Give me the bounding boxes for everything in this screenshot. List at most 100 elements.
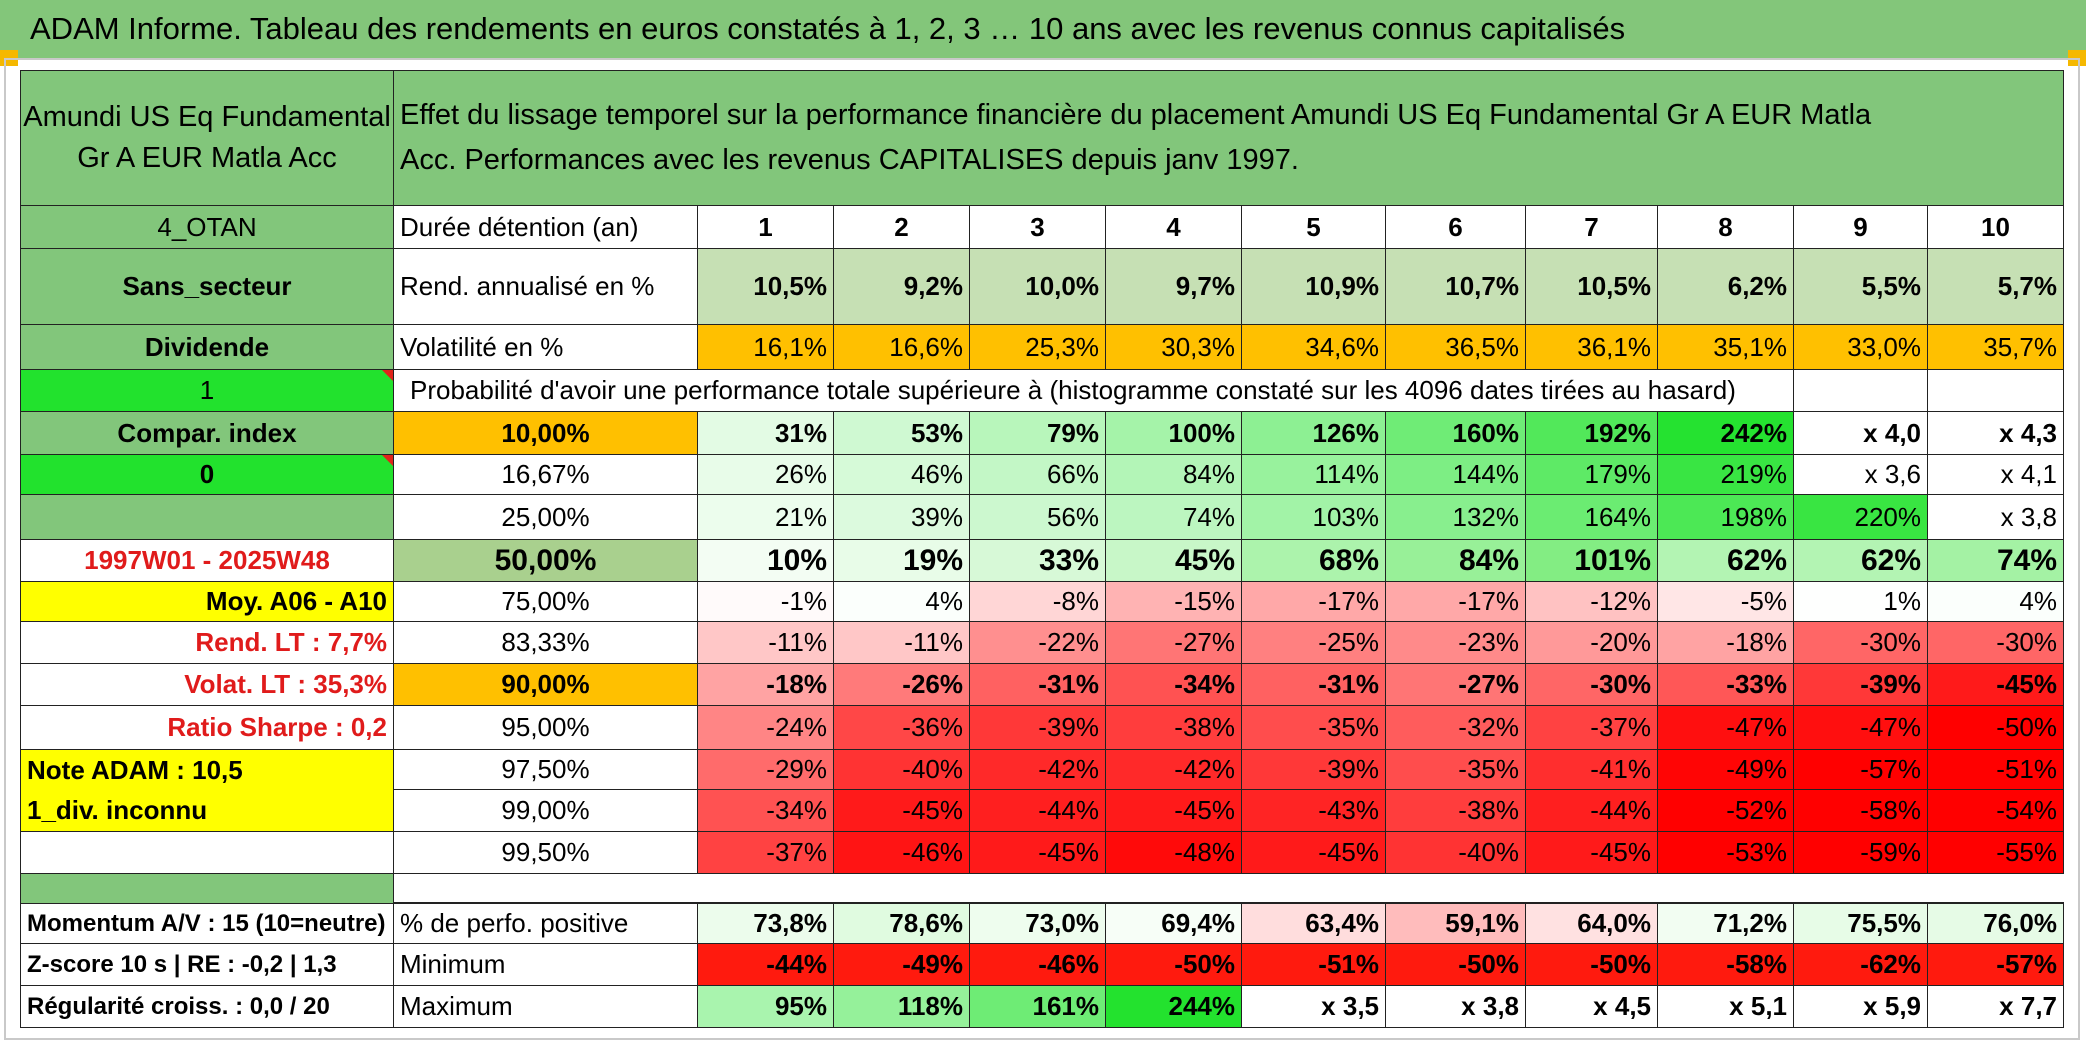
- percentile-cell: -55%: [1928, 832, 2064, 874]
- percentile-cell: -49%: [1658, 750, 1794, 790]
- maximum-cell: x 5,9: [1794, 986, 1928, 1028]
- percentile-cell: -48%: [1106, 832, 1242, 874]
- percentile-label: 97,50%: [394, 750, 698, 790]
- percentile-cell: -39%: [1794, 664, 1928, 706]
- report-title: ADAM Informe. Tableau des rendements en …: [0, 0, 2086, 58]
- maximum-cell: 161%: [970, 986, 1106, 1028]
- percentile-cell: -45%: [1526, 832, 1658, 874]
- row-label-minimum: Minimum: [394, 944, 698, 986]
- year-header: 3: [970, 206, 1106, 249]
- minimum-cell: -44%: [698, 944, 834, 986]
- percentile-cell: -5%: [1658, 582, 1794, 622]
- perfo_pos-cell: 63,4%: [1242, 903, 1386, 944]
- fund-name: Amundi US Eq Fundamental Gr A EUR Matla …: [20, 70, 394, 206]
- sharpe-label: Ratio Sharpe : 0,2: [20, 706, 394, 750]
- percentile-cell: 74%: [1106, 495, 1242, 540]
- row-label-perfo-pos: % de perfo. positive: [394, 903, 698, 944]
- percentile-cell: -30%: [1928, 622, 2064, 664]
- volat-cell: 35,7%: [1928, 325, 2064, 370]
- percentile-cell: -36%: [834, 706, 970, 750]
- perfo_pos-cell: 64,0%: [1526, 903, 1658, 944]
- percentile-label: 90,00%: [394, 664, 698, 706]
- volat-cell: 36,1%: [1526, 325, 1658, 370]
- year-header: 1: [698, 206, 834, 249]
- percentile-cell: 103%: [1242, 495, 1386, 540]
- period-label: 1997W01 - 2025W48: [20, 540, 394, 582]
- rend-cell: 10,5%: [698, 249, 834, 325]
- sector-label: Sans_secteur: [20, 249, 394, 325]
- percentile-cell: 179%: [1526, 455, 1658, 495]
- volat-cell: 16,6%: [834, 325, 970, 370]
- percentile-cell: 68%: [1242, 540, 1386, 582]
- volat-cell: 30,3%: [1106, 325, 1242, 370]
- maximum-cell: 95%: [698, 986, 834, 1028]
- percentile-cell: -27%: [1106, 622, 1242, 664]
- perfo_pos-cell: 73,8%: [698, 903, 834, 944]
- percentile-cell: -42%: [970, 750, 1106, 790]
- year-header: 7: [1526, 206, 1658, 249]
- year-header: 8: [1658, 206, 1794, 249]
- percentile-cell: -45%: [970, 832, 1106, 874]
- percentile-cell: 1%: [1794, 582, 1928, 622]
- percentile-cell: -18%: [1658, 622, 1794, 664]
- row-label-maximum: Maximum: [394, 986, 698, 1028]
- percentile-cell: 31%: [698, 412, 834, 455]
- percentile-cell: -31%: [1242, 664, 1386, 706]
- spacer: [394, 874, 2064, 903]
- percentile-cell: -35%: [1386, 750, 1526, 790]
- perfo_pos-cell: 69,4%: [1106, 903, 1242, 944]
- tag-label: 4_OTAN: [20, 206, 394, 249]
- rend-cell: 10,5%: [1526, 249, 1658, 325]
- percentile-cell: 26%: [698, 455, 834, 495]
- percentile-cell: 219%: [1658, 455, 1794, 495]
- minimum-cell: -50%: [1106, 944, 1242, 986]
- blank-label: [20, 832, 394, 874]
- percentile-cell: 192%: [1526, 412, 1658, 455]
- percentile-cell: -33%: [1658, 664, 1794, 706]
- percentile-cell: -18%: [698, 664, 834, 706]
- percentile-cell: -41%: [1526, 750, 1658, 790]
- percentile-cell: -45%: [1242, 832, 1386, 874]
- percentile-cell: -47%: [1794, 706, 1928, 750]
- percentile-cell: 101%: [1526, 540, 1658, 582]
- percentile-cell: 100%: [1106, 412, 1242, 455]
- percentile-cell: 144%: [1386, 455, 1526, 495]
- percentile-cell: 114%: [1242, 455, 1386, 495]
- perfo_pos-cell: 76,0%: [1928, 903, 2064, 944]
- rend-cell: 5,5%: [1794, 249, 1928, 325]
- percentile-label: 16,67%: [394, 455, 698, 495]
- percentile-cell: 46%: [834, 455, 970, 495]
- percentile-cell: x 3,8: [1928, 495, 2064, 540]
- percentile-cell: -44%: [970, 790, 1106, 832]
- maximum-cell: x 7,7: [1928, 986, 2064, 1028]
- year-header: 6: [1386, 206, 1526, 249]
- year-header: 2: [834, 206, 970, 249]
- percentile-cell: -40%: [834, 750, 970, 790]
- volat-cell: 35,1%: [1658, 325, 1794, 370]
- percentile-cell: -29%: [698, 750, 834, 790]
- percentile-label: 99,00%: [394, 790, 698, 832]
- percentile-cell: -37%: [1526, 706, 1658, 750]
- percentile-cell: -32%: [1386, 706, 1526, 750]
- zero-label: 0: [20, 455, 394, 495]
- percentile-label: 10,00%: [394, 412, 698, 455]
- perfo_pos-cell: 59,1%: [1386, 903, 1526, 944]
- percentile-cell: -45%: [1928, 664, 2064, 706]
- maximum-cell: 118%: [834, 986, 970, 1028]
- percentile-cell: -26%: [834, 664, 970, 706]
- year-header: 4: [1106, 206, 1242, 249]
- percentile-cell: -30%: [1794, 622, 1928, 664]
- percentile-cell: -24%: [698, 706, 834, 750]
- percentile-cell: -38%: [1106, 706, 1242, 750]
- row-label-volat: Volatilité en %: [394, 325, 698, 370]
- volat-cell: 25,3%: [970, 325, 1106, 370]
- percentile-cell: 4%: [1928, 582, 2064, 622]
- row-label-duree: Durée détention (an): [394, 206, 698, 249]
- percentile-cell: 79%: [970, 412, 1106, 455]
- perfo_pos-cell: 75,5%: [1794, 903, 1928, 944]
- percentile-cell: x 4,0: [1794, 412, 1928, 455]
- percentile-cell: x 4,3: [1928, 412, 2064, 455]
- minimum-cell: -50%: [1526, 944, 1658, 986]
- rend-cell: 6,2%: [1658, 249, 1794, 325]
- one-label: 1: [20, 370, 394, 412]
